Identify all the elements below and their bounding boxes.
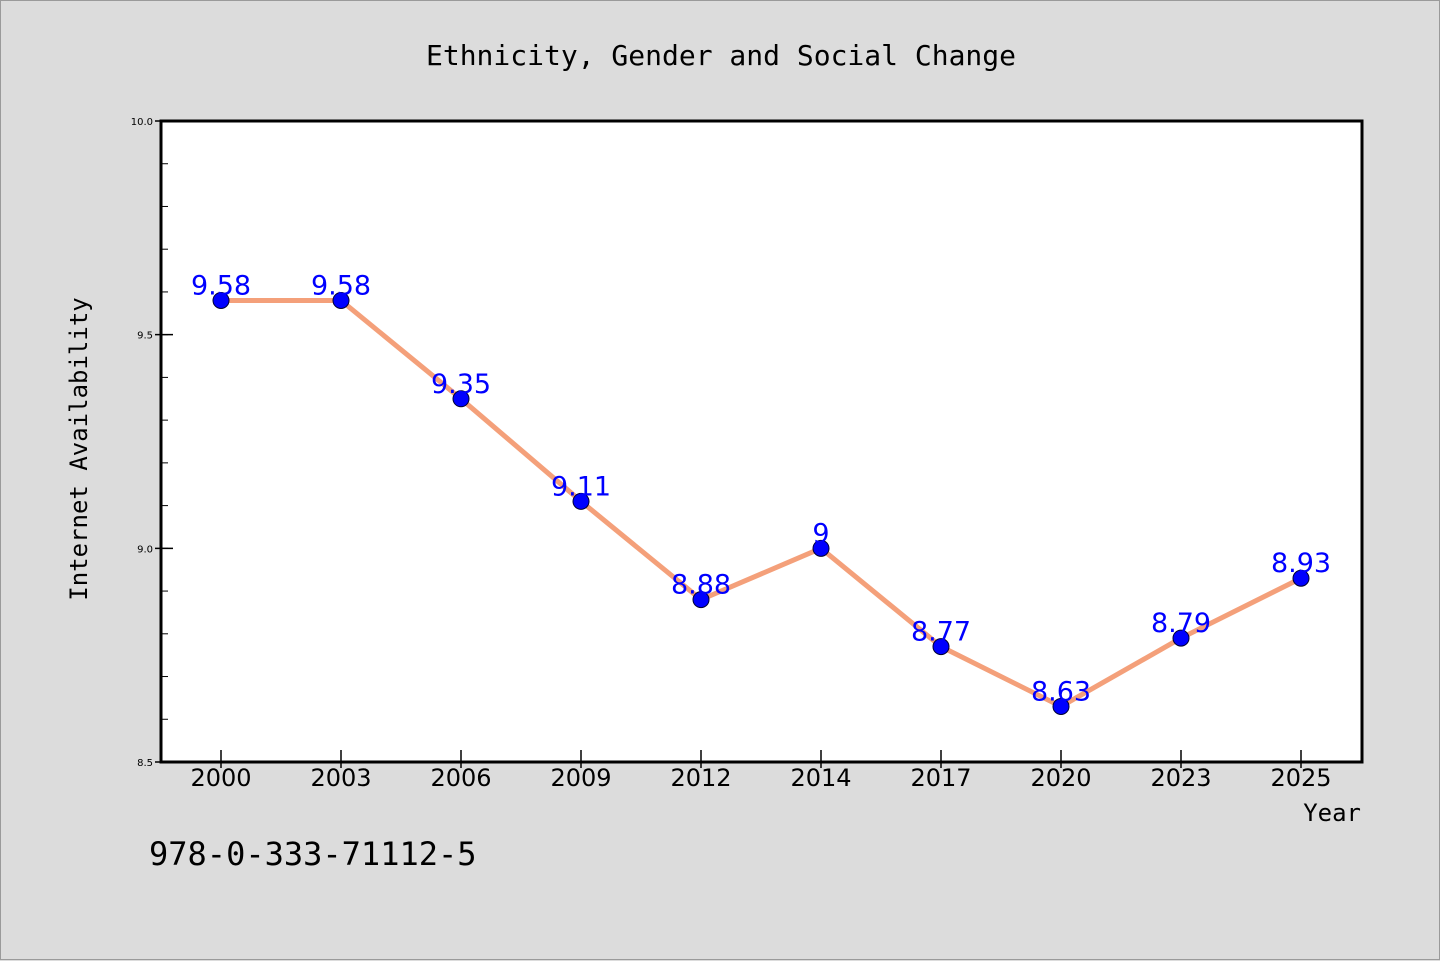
series-markers [212,291,1310,715]
x-tick-label: 2014 [790,764,851,792]
x-tick-label: 2025 [1270,764,1331,792]
y-tick-label: 10.0 [131,117,153,128]
series-line [218,297,1304,709]
y-axis: 8.5 9.0 9.5 10.0 [131,117,173,769]
x-tick-label: 2009 [550,764,611,792]
x-tick-label: 2017 [910,764,971,792]
data-label: 9.11 [551,471,611,502]
data-label: 9.35 [431,369,491,400]
chart-title: Ethnicity, Gender and Social Change [426,39,1016,72]
data-label: 8.77 [911,617,971,648]
data-point [212,291,230,309]
data-point [1052,697,1070,715]
data-label: 9 [812,518,829,549]
x-tick-label: 2006 [430,764,491,792]
data-label: 9.58 [191,270,251,301]
data-label: 8.93 [1271,548,1331,579]
y-tick-label: 8.5 [137,758,153,769]
data-label: 9.58 [311,270,371,301]
data-point [452,390,470,408]
x-tick-label: 2012 [670,764,731,792]
y-tick-label: 9.5 [137,331,153,342]
plot-area [159,119,1364,764]
y-axis-label: Internet Availability [65,297,93,600]
data-label: 8.88 [671,570,731,601]
data-point [692,591,710,609]
x-tick-label: 2020 [1030,764,1091,792]
x-tick-label: 2023 [1150,764,1211,792]
y-tick-label: 9.0 [137,544,153,555]
data-labels: 9.58 9.58 9.35 9.11 8.88 9 8.77 8.63 8.79 8.93 [191,270,1331,707]
x-axis: 2000 2003 2006 2009 2012 2014 2017 2020 2023 2025 [190,750,1332,792]
x-tick-label: 2000 [190,764,251,792]
data-point [572,492,590,510]
data-point [332,291,350,309]
x-axis-label: Year [1303,799,1361,827]
data-point [812,539,830,557]
data-label: 8.63 [1031,676,1091,707]
x-tick-label: 2003 [310,764,371,792]
data-point [932,638,950,656]
data-point [1172,629,1190,647]
data-label: 8.79 [1151,608,1211,639]
isbn-annotation: 978-0-333-71112-5 [149,835,477,873]
data-point [1292,569,1310,587]
